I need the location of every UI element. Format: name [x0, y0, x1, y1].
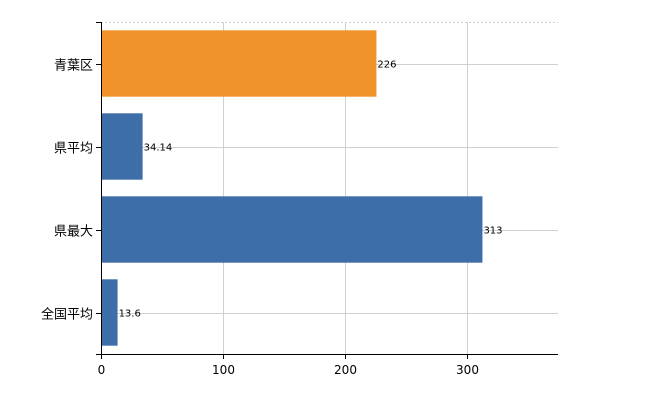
category-label-0: 青葉区	[54, 59, 93, 74]
axes	[96, 22, 558, 359]
bars	[101, 30, 483, 346]
x-tick-label-0: 0	[98, 363, 106, 377]
x-tick-label-3: 300	[456, 363, 479, 377]
category-label-1: 県平均	[54, 142, 93, 157]
bar-1	[101, 113, 143, 180]
data-label-1: 34.14	[144, 143, 173, 154]
data-label-0: 226	[377, 60, 396, 71]
bar-3	[101, 279, 118, 346]
x-tick-label-2: 200	[334, 363, 357, 377]
x-tick-label-1: 100	[212, 363, 235, 377]
data-label-2: 313	[483, 226, 502, 237]
data-label-3: 13.6	[119, 309, 141, 320]
bar-0	[101, 30, 377, 97]
category-label-2: 県最大	[54, 225, 93, 240]
category-label-3: 全国平均	[41, 307, 93, 323]
bar-2	[101, 196, 483, 263]
